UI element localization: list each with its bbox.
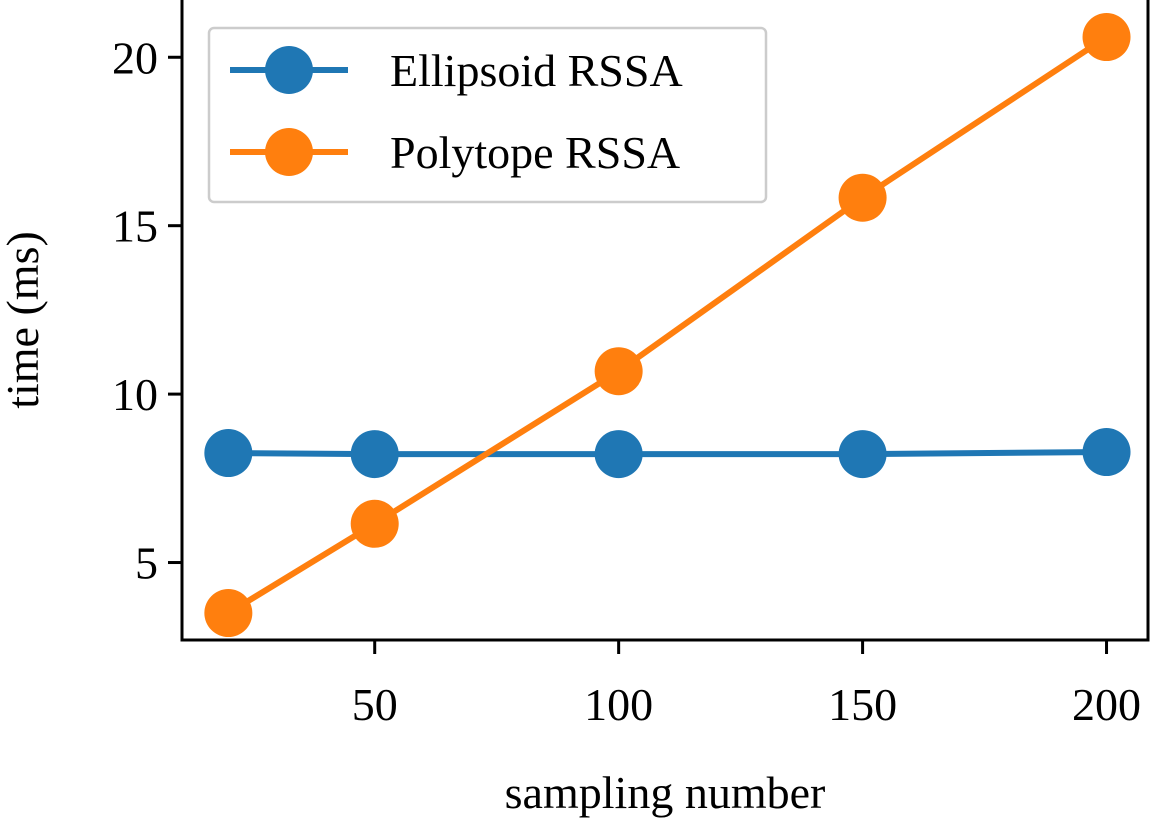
data-point-ellipsoid xyxy=(1082,428,1131,477)
x-tick-label: 150 xyxy=(828,679,897,730)
y-tick-label: 10 xyxy=(112,369,158,420)
legend-label-polytope: Polytope RSSA xyxy=(390,127,680,178)
x-tick-label: 50 xyxy=(352,679,398,730)
legend: Ellipsoid RSSA Polytope RSSA xyxy=(207,26,768,204)
data-point-ellipsoid xyxy=(204,429,253,478)
y-tick-label: 20 xyxy=(112,32,158,83)
data-point-polytope xyxy=(1082,13,1131,62)
plot-frame xyxy=(180,0,1150,642)
legend-box xyxy=(207,26,768,204)
data-point-polytope xyxy=(838,173,887,222)
legend-marker-ellipsoid xyxy=(265,46,313,94)
data-point-ellipsoid xyxy=(838,430,887,479)
data-point-ellipsoid xyxy=(594,430,643,479)
series-layer xyxy=(204,13,1131,638)
data-point-polytope xyxy=(350,499,399,548)
y-axis-title: time (ms) xyxy=(0,231,48,409)
y-tick-label: 5 xyxy=(135,538,158,589)
data-point-polytope xyxy=(204,589,253,638)
x-tick-label: 100 xyxy=(584,679,653,730)
legend-marker-polytope xyxy=(265,128,313,176)
tick-layer: 50 100 150 200 5 10 15 20 xyxy=(112,32,1141,730)
x-axis-title: sampling number xyxy=(505,767,826,818)
data-point-ellipsoid xyxy=(350,430,399,479)
legend-label-ellipsoid: Ellipsoid RSSA xyxy=(390,45,683,96)
data-point-polytope xyxy=(594,347,643,396)
x-tick-label: 200 xyxy=(1072,679,1141,730)
y-tick-label: 15 xyxy=(112,201,158,252)
